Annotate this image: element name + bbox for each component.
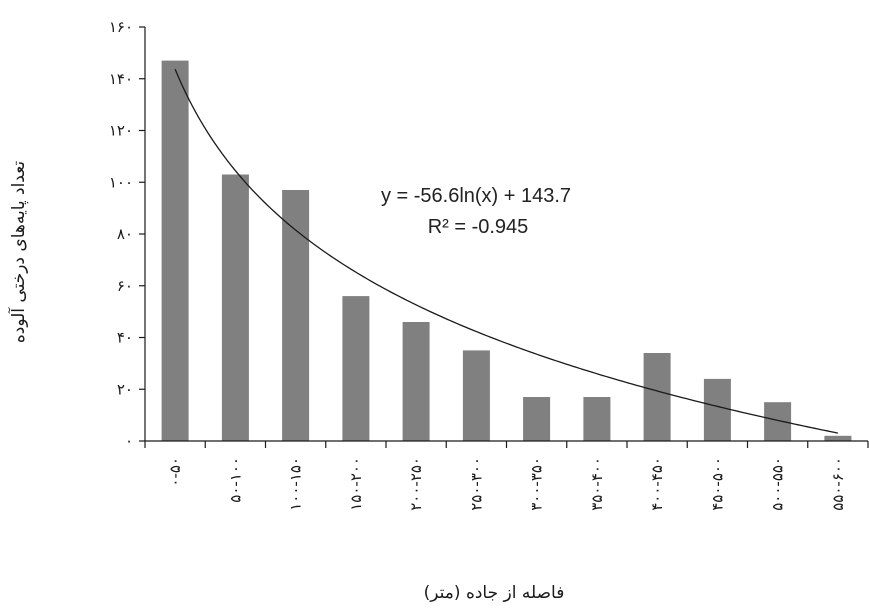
- y-tick-label: ۴۰: [117, 329, 133, 347]
- x-tick-label: ۲۵۰-۳۰۰: [467, 457, 485, 511]
- bars: [161, 60, 852, 441]
- bar-5: [402, 322, 430, 441]
- trendline: [174, 68, 839, 434]
- x-tick-label: ۰-۵۰: [166, 457, 184, 487]
- y-ticks: ۰ ۲۰ ۴۰ ۶۰ ۸۰ ۱۰۰ ۱۲۰ ۱۴۰ ۱۶۰: [109, 18, 145, 450]
- x-axis-title: فاصله از جاده (متر): [424, 583, 565, 603]
- x-tick-label: ۳۵۰-۴۰۰: [588, 457, 606, 511]
- x-tick-label: ۱۵۰-۲۰۰: [347, 457, 365, 511]
- x-tick-label: ۲۰۰-۲۵۰: [407, 457, 425, 511]
- bar-10: [703, 378, 731, 441]
- bar-8: [583, 397, 611, 441]
- y-tick-label: ۱۶۰: [109, 18, 133, 36]
- y-tick-label: ۸۰: [117, 225, 133, 243]
- bar-2: [221, 174, 249, 441]
- y-axis-title: تعداد پایه‌های درختی آلوده: [7, 161, 29, 344]
- x-tick-label: ۵۵۰-۶۰۰: [829, 457, 847, 511]
- trendline-r2: R² = -0.945: [428, 216, 529, 238]
- x-tick-label: ۴۵۰-۵۰۰: [708, 457, 726, 511]
- x-tick-label: ۵۰-۱۰۰: [226, 457, 244, 503]
- y-tick-label: ۲۰: [117, 380, 133, 398]
- x-tick-label: ۵۰۰-۵۵۰: [769, 457, 787, 511]
- bar-4: [342, 296, 370, 441]
- y-tick-label: ۶۰: [117, 277, 133, 295]
- bar-7: [523, 397, 551, 441]
- bar-11: [764, 402, 792, 441]
- x-tick-label: ۳۰۰-۳۵۰: [528, 457, 546, 511]
- bar-9: [643, 353, 671, 441]
- bar-12: [824, 435, 852, 441]
- y-tick-label: ۱۲۰: [109, 122, 133, 140]
- y-tick-label: ۱۰۰: [109, 173, 133, 191]
- x-tick-label: ۱۰۰-۱۵۰: [287, 457, 305, 511]
- bar-1: [161, 60, 189, 441]
- x-ticks: ۰-۵۰ ۵۰-۱۰۰ ۱۰۰-۱۵۰ ۱۵۰-۲۰۰ ۲۰۰-۲۵۰ ۲۵۰-۳۰۰ ۳۰…: [144, 441, 869, 511]
- x-tick-label: ۴۰۰-۴۵۰: [648, 457, 666, 511]
- trendline-equation: y = -56.6ln(x) + 143.7: [381, 185, 571, 207]
- y-tick-label: ۰: [125, 432, 133, 450]
- y-tick-label: ۱۴۰: [109, 70, 133, 88]
- bar-3: [282, 190, 310, 441]
- bar-6: [462, 350, 490, 441]
